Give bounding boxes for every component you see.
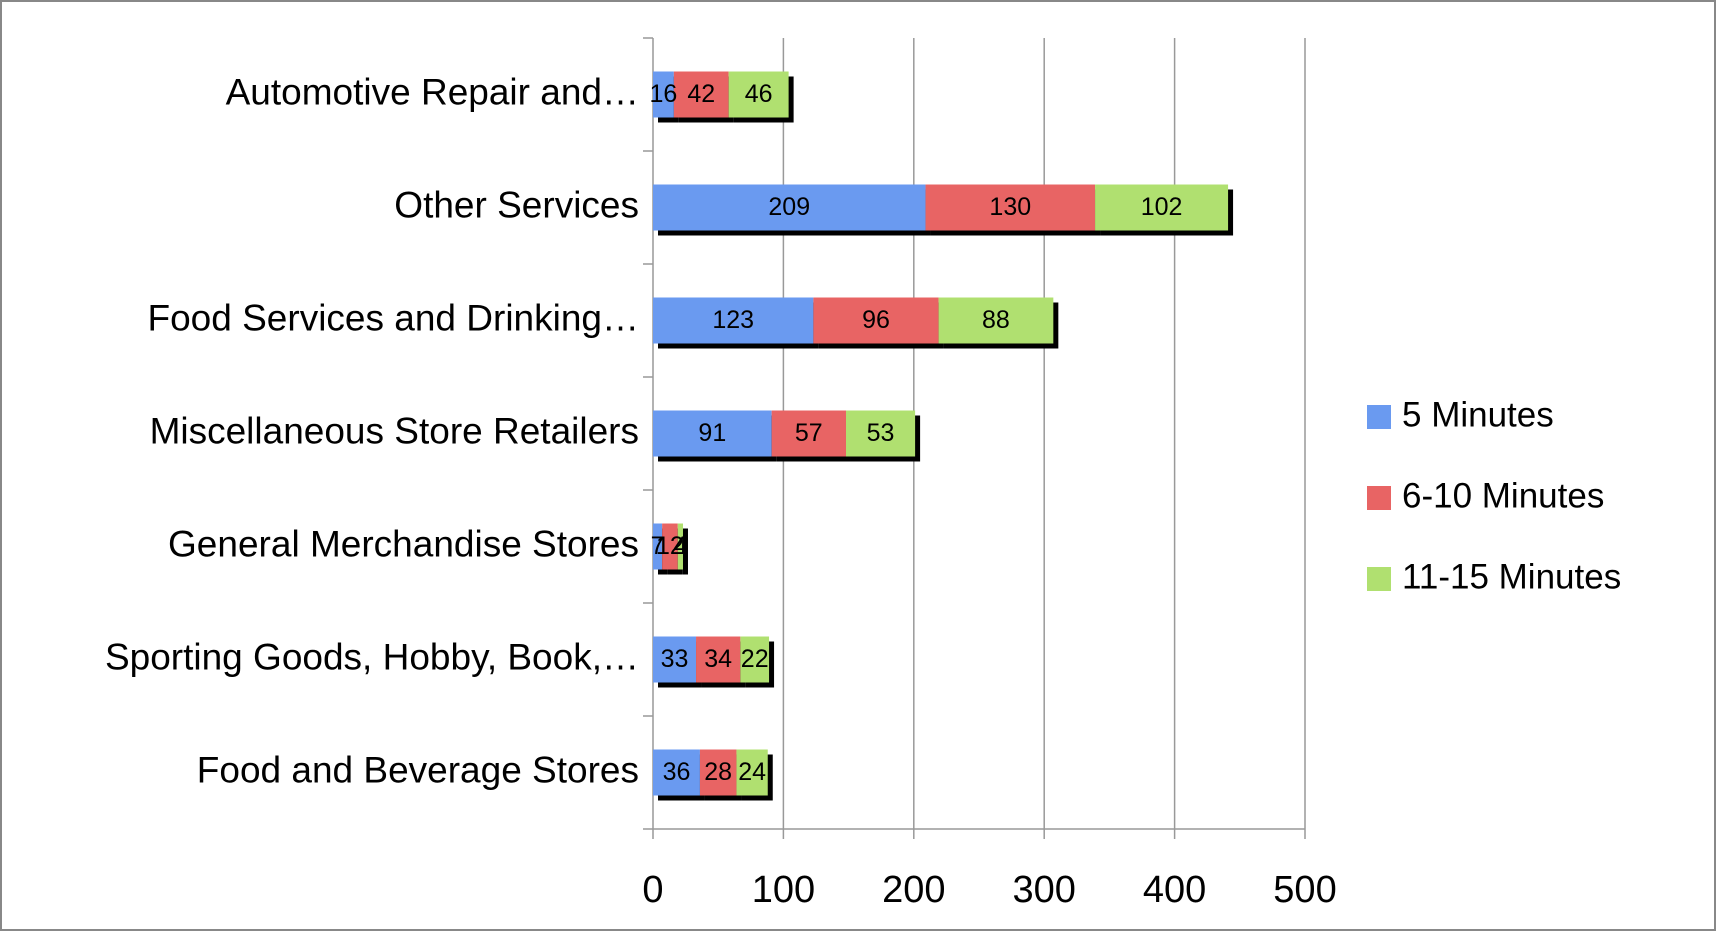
bar-shadow	[682, 528, 688, 575]
x-tick-label: 0	[642, 869, 663, 911]
data-label: 24	[738, 758, 766, 786]
data-label: 130	[989, 193, 1031, 221]
data-label: 28	[704, 758, 732, 786]
data-label: 46	[745, 80, 773, 108]
category-label: Miscellaneous Store Retailers	[150, 410, 639, 451]
data-label: 12	[656, 532, 684, 560]
bar-segment	[653, 71, 674, 118]
data-label: 53	[867, 419, 895, 447]
data-label: 7	[651, 532, 665, 560]
legend-label: 5 Minutes	[1402, 395, 1554, 434]
data-label: 209	[768, 193, 810, 221]
legend-swatch	[1367, 486, 1391, 510]
bar-segment	[740, 636, 770, 683]
category-label: Food and Beverage Stores	[197, 749, 639, 790]
bar-segment	[813, 297, 939, 344]
bar-segment	[677, 523, 683, 570]
bar-segment	[653, 410, 772, 457]
category-label: Automotive Repair and…	[226, 71, 639, 112]
legend-swatch	[1367, 405, 1391, 429]
bar-segment	[699, 749, 737, 796]
category-label: General Merchandise Stores	[168, 523, 639, 564]
data-label: 16	[650, 80, 678, 108]
bar-segment	[938, 297, 1054, 344]
data-label: 42	[687, 80, 715, 108]
bar-segment	[653, 297, 814, 344]
category-label: Sporting Goods, Hobby, Book,…	[105, 636, 639, 677]
data-label: 57	[795, 419, 823, 447]
x-tick-label: 500	[1273, 869, 1336, 911]
category-label: Food Services and Drinking…	[148, 297, 640, 338]
legend-swatch	[1367, 567, 1391, 591]
data-label: 96	[862, 306, 890, 334]
data-label: 33	[661, 645, 689, 673]
data-label: 102	[1141, 193, 1183, 221]
bar-segment	[653, 749, 700, 796]
bar-segment	[653, 636, 697, 683]
bar-segment	[771, 410, 846, 457]
bar-segment	[662, 523, 678, 570]
bar-segment	[653, 523, 663, 570]
legend-label: 6-10 Minutes	[1402, 476, 1604, 515]
data-label: 34	[704, 645, 732, 673]
bar-segment	[728, 71, 789, 118]
bar-segment	[736, 749, 768, 796]
data-label: 4	[673, 532, 687, 560]
x-tick-label: 100	[752, 869, 815, 911]
bar-segment	[1095, 184, 1229, 231]
category-label: Other Services	[394, 184, 639, 225]
x-tick-label: 400	[1143, 869, 1206, 911]
legend-label: 11-15 Minutes	[1402, 557, 1621, 596]
bar-segment	[925, 184, 1096, 231]
data-label: 88	[982, 306, 1010, 334]
bar-segment	[673, 71, 729, 118]
bar-segment	[845, 410, 916, 457]
data-label: 36	[663, 758, 691, 786]
bar-segment	[696, 636, 741, 683]
data-label: 123	[712, 306, 754, 334]
data-label: 91	[698, 419, 726, 447]
x-tick-label: 200	[882, 869, 945, 911]
data-label: 22	[741, 645, 769, 673]
bar-segment	[653, 184, 926, 231]
x-tick-label: 300	[1012, 869, 1075, 911]
